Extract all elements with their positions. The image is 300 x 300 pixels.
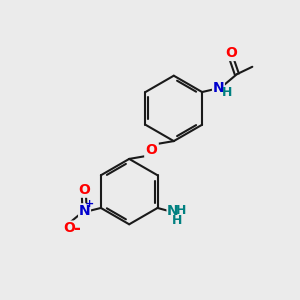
Text: H: H <box>222 86 232 99</box>
Text: N: N <box>167 204 179 218</box>
Text: H: H <box>172 214 183 227</box>
Text: O: O <box>146 143 158 157</box>
Text: -: - <box>73 220 80 238</box>
Text: O: O <box>64 221 76 235</box>
Text: H: H <box>176 204 186 217</box>
Text: N: N <box>79 204 90 218</box>
Text: +: + <box>85 200 94 209</box>
Text: O: O <box>78 183 90 197</box>
Text: N: N <box>213 82 224 95</box>
Text: O: O <box>226 46 238 60</box>
